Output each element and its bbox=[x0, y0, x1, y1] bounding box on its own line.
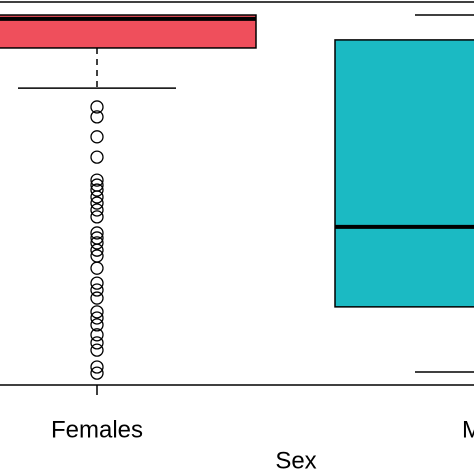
outlier bbox=[90, 190, 104, 204]
outlier bbox=[90, 291, 104, 305]
outlier bbox=[90, 305, 104, 319]
outlier bbox=[90, 276, 104, 290]
outlier bbox=[90, 183, 104, 197]
outlier bbox=[90, 318, 104, 332]
outlier bbox=[90, 100, 104, 114]
outlier bbox=[90, 150, 104, 164]
outlier bbox=[90, 130, 104, 144]
outlier bbox=[90, 366, 104, 380]
outlier bbox=[90, 110, 104, 124]
outlier bbox=[90, 360, 104, 374]
x-tick-label: Females bbox=[51, 416, 143, 443]
outlier bbox=[90, 311, 104, 325]
outlier bbox=[90, 210, 104, 224]
outlier bbox=[90, 196, 104, 210]
outlier bbox=[90, 336, 104, 350]
outlier bbox=[90, 226, 104, 240]
box bbox=[334, 39, 474, 308]
x-axis-label: Sex bbox=[275, 447, 316, 474]
outlier bbox=[90, 328, 104, 342]
outlier bbox=[90, 173, 104, 187]
outlier bbox=[90, 203, 104, 217]
outlier bbox=[90, 243, 104, 257]
outlier bbox=[90, 343, 104, 357]
outlier bbox=[90, 261, 104, 275]
outlier bbox=[90, 236, 104, 250]
outlier bbox=[90, 283, 104, 297]
x-tick-label: Males bbox=[462, 416, 474, 443]
